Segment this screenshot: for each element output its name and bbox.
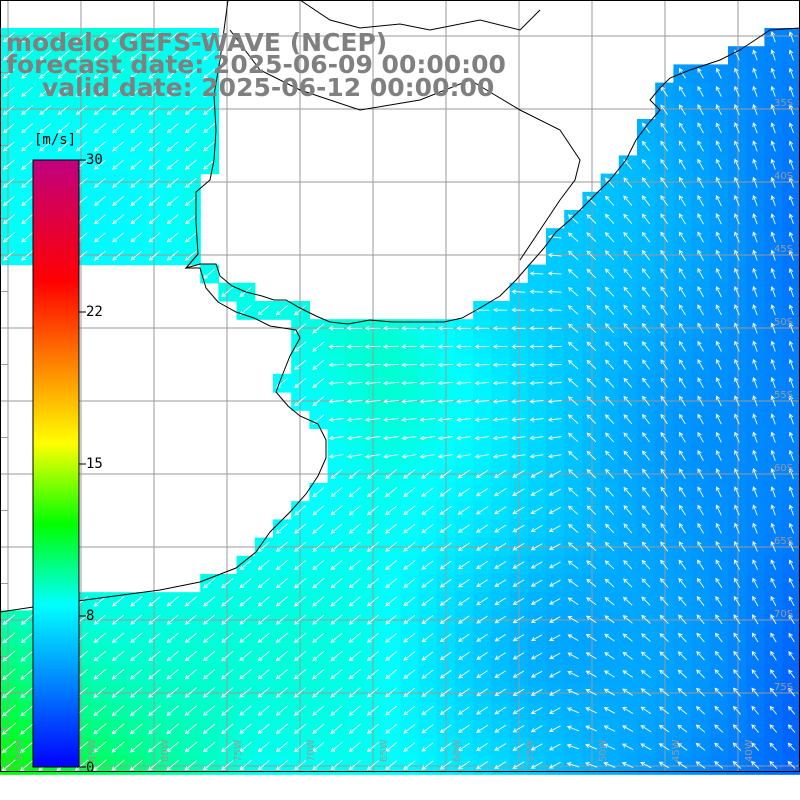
lat-label: 50S (774, 317, 794, 328)
lat-label: 60S (774, 463, 794, 474)
colorbar-unit: [m/s] (34, 132, 77, 148)
lon-label: 70W (306, 739, 317, 762)
colorbar-tick-30: 30 (86, 152, 103, 168)
valid-date: valid date: 2025-06-12 00:00:00 (42, 73, 495, 102)
colorbar-tick-0: 0 (86, 760, 95, 776)
lon-label: 55W (525, 739, 536, 762)
coastline (0, 0, 800, 613)
lon-label: 60W (452, 739, 463, 762)
lon-label: 90W (14, 739, 25, 762)
lat-label: 35S (774, 98, 794, 109)
forecast-date: forecast date: 2025-06-09 00:00:00 (6, 50, 506, 79)
lat-label: 55S (774, 390, 794, 401)
lat-label: 65S (774, 536, 794, 547)
lat-label: 45S (774, 244, 794, 255)
colorbar (32, 159, 86, 768)
model-title: modelo GEFS-WAVE (NCEP) (6, 28, 388, 57)
lat-label: 75S (774, 682, 794, 693)
lon-label: 80W (160, 739, 171, 762)
lat-label: 40S (774, 171, 794, 182)
lon-label: 75W (233, 739, 244, 762)
lat-label: 70S (774, 609, 794, 620)
lon-label: 85W (87, 739, 98, 762)
colorbar-tick-22: 22 (86, 304, 103, 320)
lon-label: 65W (379, 739, 390, 762)
colorbar-tick-8: 8 (86, 608, 95, 624)
lon-label: 50W (598, 739, 609, 762)
lon-label: 40W (744, 739, 755, 762)
lon-label: 45W (671, 739, 682, 762)
colorbar-tick-15: 15 (86, 456, 103, 472)
